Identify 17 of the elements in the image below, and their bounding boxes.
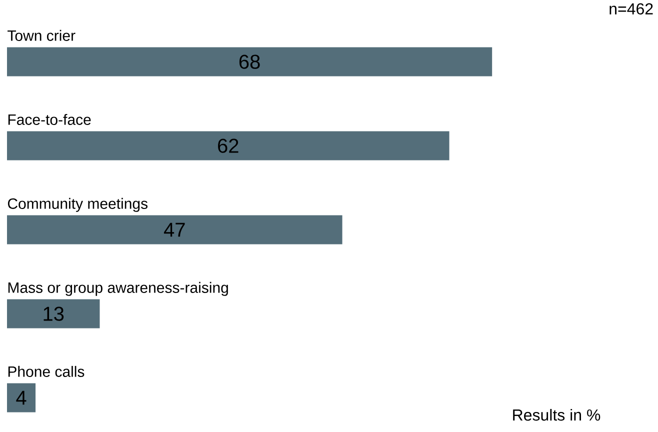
bar [7, 131, 450, 160]
text: n=462 [610, 3, 653, 15]
data-label: 13 [44, 306, 64, 321]
bar [7, 215, 342, 244]
y-tick-label: Town crier [8, 30, 76, 41]
bar [7, 47, 492, 76]
bar [7, 383, 36, 412]
data-label: 47 [164, 222, 185, 237]
text: Results in % [513, 408, 600, 421]
data-label: 4 [16, 390, 26, 405]
data-label: 62 [218, 138, 238, 153]
bar [7, 299, 100, 328]
y-tick-label: Mass or group awareness-raising [8, 282, 228, 296]
data-label: 68 [239, 54, 260, 69]
y-tick-label: Phone calls [8, 366, 84, 377]
y-tick-label: Face-to-face [8, 114, 91, 125]
y-tick-label: Community meetings [8, 198, 148, 212]
